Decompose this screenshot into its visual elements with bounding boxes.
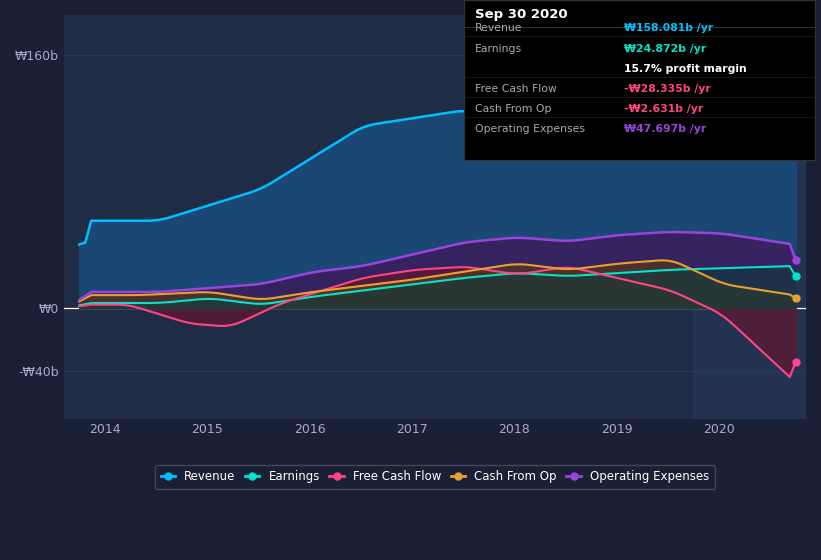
Text: ₩158.081b /yr: ₩158.081b /yr xyxy=(624,24,713,34)
Text: ₩47.697b /yr: ₩47.697b /yr xyxy=(624,124,706,134)
Text: -₩28.335b /yr: -₩28.335b /yr xyxy=(624,84,711,94)
Text: Operating Expenses: Operating Expenses xyxy=(475,124,585,134)
Legend: Revenue, Earnings, Free Cash Flow, Cash From Op, Operating Expenses: Revenue, Earnings, Free Cash Flow, Cash … xyxy=(154,465,715,489)
Text: ₩24.872b /yr: ₩24.872b /yr xyxy=(624,44,706,54)
Text: Earnings: Earnings xyxy=(475,44,521,54)
Text: 15.7% profit margin: 15.7% profit margin xyxy=(624,64,747,74)
Text: Sep 30 2020: Sep 30 2020 xyxy=(475,8,567,21)
Text: -₩2.631b /yr: -₩2.631b /yr xyxy=(624,104,704,114)
Bar xyxy=(694,15,806,418)
Text: Revenue: Revenue xyxy=(475,24,522,34)
Text: Free Cash Flow: Free Cash Flow xyxy=(475,84,557,94)
Text: Cash From Op: Cash From Op xyxy=(475,104,551,114)
